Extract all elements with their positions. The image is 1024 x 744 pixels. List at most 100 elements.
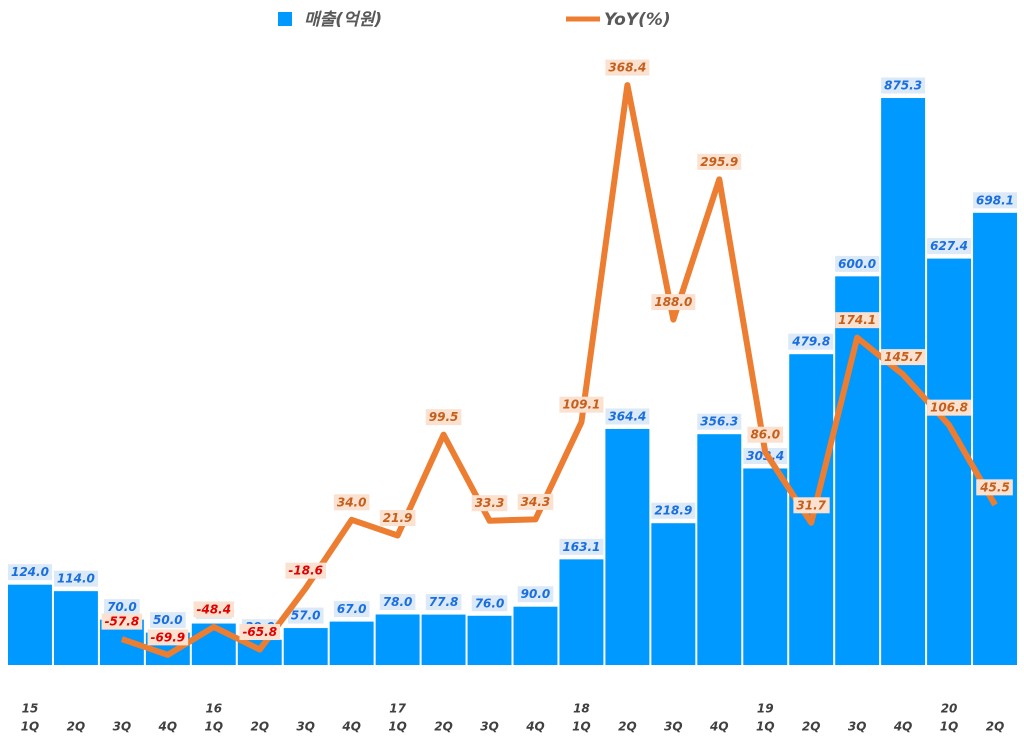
- data-label-group: 875.3: [881, 77, 926, 94]
- label-bg: [425, 594, 462, 611]
- data-label: 295.9: [700, 155, 738, 169]
- label-bg: [651, 294, 696, 311]
- data-label-group: -57.8: [101, 613, 143, 630]
- x-year-label: 17: [389, 702, 406, 716]
- data-label: 875.3: [884, 79, 922, 93]
- bar: [881, 98, 926, 666]
- label-bg: [793, 497, 830, 514]
- bar: [559, 559, 604, 665]
- data-label-group: 698.1: [973, 192, 1018, 209]
- legend-swatch: [278, 12, 292, 26]
- data-label: 163.1: [562, 540, 600, 554]
- x-tick-label: 1Q: [940, 720, 959, 734]
- data-label: 600.0: [838, 257, 876, 271]
- label-bg: [651, 502, 696, 519]
- label-bg: [147, 629, 189, 646]
- data-label-group: -69.9: [147, 629, 189, 646]
- data-label: -48.4: [196, 602, 231, 616]
- data-label-group: 368.4: [605, 59, 650, 76]
- label-bg: [471, 495, 508, 512]
- data-label-group: 31.7: [793, 497, 830, 514]
- data-label-group: 600.0: [835, 255, 880, 272]
- label-bg: [53, 570, 98, 587]
- data-label-group: 218.9: [651, 502, 696, 519]
- x-tick-label: 4Q: [709, 720, 729, 734]
- label-bg: [7, 564, 52, 581]
- data-label: -69.9: [151, 630, 186, 644]
- data-label: 145.7: [884, 350, 923, 364]
- x-tick-label: 3Q: [848, 720, 867, 734]
- data-label: 34.3: [521, 495, 551, 509]
- data-label: 86.0: [750, 428, 780, 442]
- data-label-group: -65.8: [239, 624, 281, 641]
- x-tick-label: 3Q: [296, 720, 315, 734]
- bar: [283, 628, 328, 665]
- label-bg: [788, 333, 834, 350]
- data-label-group: 114.0: [53, 570, 98, 587]
- label-bg: [835, 312, 880, 329]
- data-label: -57.8: [105, 615, 140, 629]
- data-label-group: 67.0: [333, 601, 370, 618]
- data-label: 57.0: [291, 609, 321, 623]
- label-bg: [835, 255, 880, 272]
- x-tick-label: 3Q: [664, 720, 683, 734]
- bar: [743, 468, 788, 665]
- label-bg: [927, 238, 972, 255]
- bar: [421, 614, 466, 665]
- x-tick-label: 1Q: [21, 720, 40, 734]
- label-bg: [976, 479, 1013, 496]
- x-tick-label: 4Q: [893, 720, 913, 734]
- data-label-group: 627.4: [927, 238, 972, 255]
- data-label-group: 78.0: [379, 593, 416, 610]
- bar: [8, 584, 52, 665]
- label-bg: [605, 408, 650, 425]
- data-label: 67.0: [337, 602, 367, 616]
- data-label: 124.0: [11, 565, 49, 579]
- legend-label: 매출(억원): [304, 10, 382, 30]
- data-label-group: 163.1: [559, 538, 604, 555]
- bar: [53, 591, 98, 665]
- x-tick-label: 2Q: [67, 720, 86, 734]
- data-label: 627.4: [930, 239, 968, 253]
- label-bg: [927, 399, 972, 416]
- label-bg: [101, 613, 143, 630]
- data-label: 34.0: [337, 495, 367, 509]
- x-tick-label: 4Q: [158, 720, 178, 734]
- data-label-group: 479.8: [788, 333, 834, 350]
- label-bg: [104, 599, 140, 616]
- data-label: -18.6: [288, 564, 323, 578]
- data-label: 698.1: [976, 193, 1014, 207]
- data-label-group: -48.4: [193, 601, 235, 618]
- x-tick-label: 3Q: [480, 720, 499, 734]
- data-label-group: 86.0: [747, 426, 784, 443]
- label-bg: [150, 612, 186, 629]
- data-label-group: 21.9: [379, 510, 416, 527]
- data-label: 70.0: [107, 600, 137, 614]
- data-label-group: 34.0: [333, 494, 370, 511]
- label-bg: [239, 624, 281, 641]
- data-label-group: 45.5: [976, 479, 1013, 496]
- bar: [513, 606, 558, 665]
- data-label: 45.5: [979, 480, 1010, 494]
- data-label: 33.3: [475, 496, 505, 510]
- x-tick-label: 2Q: [802, 720, 821, 734]
- label-bg: [747, 426, 784, 443]
- data-label: 174.1: [838, 313, 876, 327]
- bar: [973, 212, 1017, 665]
- data-label: 188.0: [654, 295, 692, 309]
- bar: [697, 434, 742, 665]
- label-bg: [517, 586, 554, 603]
- label-bg: [559, 396, 604, 413]
- x-tick-label: 1Q: [388, 720, 407, 734]
- label-bg: [973, 192, 1018, 209]
- data-label-group: 109.1: [559, 396, 604, 413]
- x-year-label: 18: [573, 702, 590, 716]
- label-bg: [605, 59, 650, 76]
- data-label: 99.5: [429, 410, 459, 424]
- data-label: 356.3: [700, 415, 738, 429]
- data-label-group: 106.8: [927, 399, 972, 416]
- label-bg: [287, 607, 324, 624]
- data-label-group: 364.4: [605, 408, 650, 425]
- data-label: 106.8: [930, 401, 968, 415]
- bar: [651, 523, 696, 665]
